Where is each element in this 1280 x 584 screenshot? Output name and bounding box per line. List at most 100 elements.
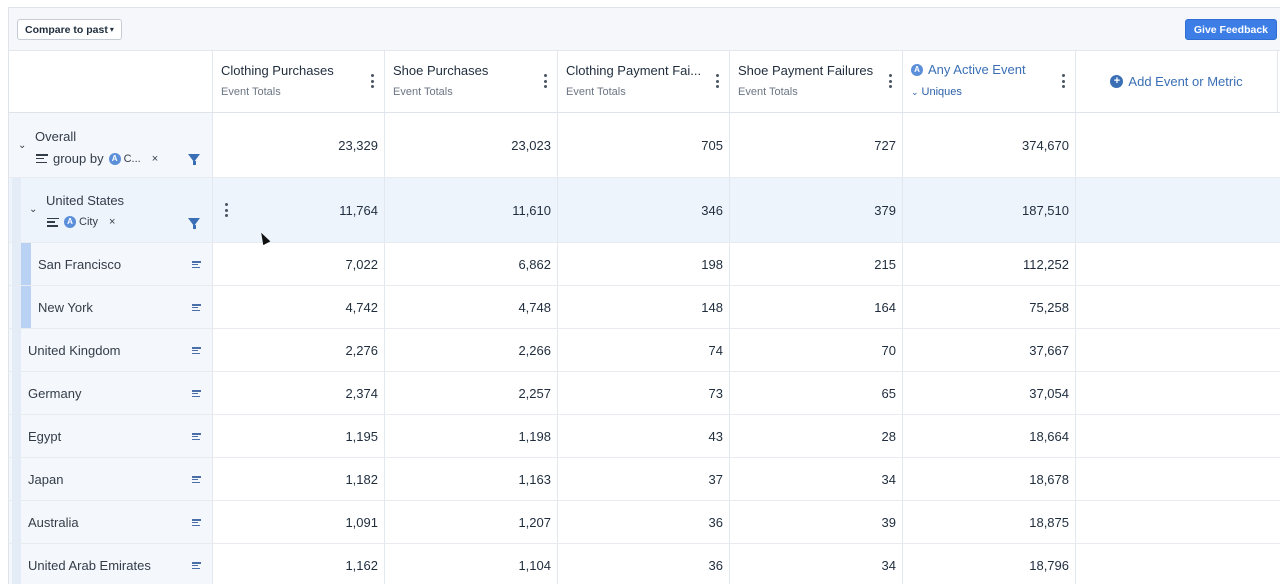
- value-cell: 164: [729, 286, 902, 328]
- cell-value: 1,207: [518, 515, 551, 530]
- kebab-menu-icon[interactable]: [223, 203, 229, 217]
- table-row-united-states: ⌄ United States A City × 11,764 11,610 3…: [9, 178, 1280, 243]
- cell-value: 11,610: [512, 203, 551, 218]
- group-by-icon[interactable]: [192, 390, 201, 397]
- close-icon[interactable]: ×: [151, 152, 159, 165]
- group-by-icon[interactable]: [192, 304, 201, 311]
- group-by-control[interactable]: A City ×: [47, 216, 115, 228]
- filter-icon[interactable]: [188, 154, 200, 165]
- row-label: Egypt: [28, 429, 62, 444]
- value-cell: 37,054: [902, 372, 1075, 414]
- row-label-cell: New York: [9, 286, 212, 328]
- row-label: United States: [46, 193, 125, 208]
- group-by-icon: [36, 154, 48, 163]
- value-cell: 28: [729, 415, 902, 457]
- kebab-menu-icon[interactable]: [886, 73, 894, 89]
- table-row: Japan 1,182 1,163 37 34 18,678: [9, 458, 1280, 501]
- cell-value: 1,162: [345, 558, 378, 573]
- metric-type-dropdown[interactable]: ⌄ Uniques: [911, 86, 962, 98]
- cell-value: 18,875: [1029, 515, 1069, 530]
- cell-value: 34: [881, 558, 896, 573]
- group-by-icon[interactable]: [192, 519, 201, 526]
- cell-value: 65: [881, 386, 896, 401]
- cell-value: 379: [874, 203, 896, 218]
- group-by-icon[interactable]: [192, 347, 201, 354]
- row-label-cell: ⌄ Overall group by A C... ×: [9, 113, 212, 177]
- kebab-menu-icon[interactable]: [713, 73, 721, 89]
- row-label: Japan: [28, 472, 64, 487]
- empty-cell: [1075, 286, 1280, 328]
- column-title: Clothing Payment Fai...: [566, 63, 702, 78]
- chevron-down-icon: ▾: [109, 25, 114, 34]
- compare-to-past-button[interactable]: Compare to past ▾: [17, 19, 122, 40]
- row-label: United Kingdom: [28, 343, 121, 358]
- value-cell: 18,796: [902, 544, 1075, 584]
- column-header-clothing-payment-failures[interactable]: Clothing Payment Fai... Event Totals: [557, 51, 729, 112]
- column-header-any-active-event[interactable]: A Any Active Event ⌄ Uniques: [902, 51, 1075, 112]
- group-by-chip[interactable]: A City: [64, 216, 98, 228]
- chip-label: City: [79, 216, 98, 228]
- kebab-menu-icon[interactable]: [1059, 73, 1067, 89]
- row-label-cell: ⌄ United States A City ×: [9, 178, 212, 242]
- column-header-shoe-purchases[interactable]: Shoe Purchases Event Totals: [384, 51, 557, 112]
- cell-value: 727: [874, 138, 896, 153]
- row-label: United Arab Emirates: [28, 558, 151, 573]
- row-label: New York: [38, 300, 93, 315]
- kebab-menu-icon[interactable]: [541, 73, 549, 89]
- chevron-down-icon[interactable]: ⌄: [18, 140, 27, 151]
- empty-cell: [1075, 113, 1280, 177]
- cell-value: 70: [881, 343, 896, 358]
- add-event-or-metric-button[interactable]: + Add Event or Metric: [1076, 51, 1277, 112]
- cell-value: 2,374: [345, 386, 378, 401]
- level-indicator: [12, 372, 21, 414]
- cell-value: 215: [874, 257, 896, 272]
- value-cell: 74: [557, 329, 729, 371]
- table-row: United Arab Emirates 1,162 1,104 36 34 1…: [9, 544, 1280, 584]
- value-cell: 37,667: [902, 329, 1075, 371]
- value-cell: 112,252: [902, 243, 1075, 285]
- value-cell: 18,664: [902, 415, 1075, 457]
- kebab-menu-icon[interactable]: [368, 73, 376, 89]
- value-cell: 73: [557, 372, 729, 414]
- cell-value: 164: [874, 300, 896, 315]
- cell-value: 4,748: [518, 300, 551, 315]
- value-cell: 34: [729, 544, 902, 584]
- value-cell: 187,510: [902, 178, 1075, 242]
- column-header-shoe-payment-failures[interactable]: Shoe Payment Failures Event Totals: [729, 51, 902, 112]
- group-by-icon[interactable]: [192, 562, 201, 569]
- value-cell: 705: [557, 113, 729, 177]
- empty-cell: [1075, 178, 1280, 242]
- cell-value: 23,023: [511, 138, 551, 153]
- cell-value: 11,764: [339, 203, 378, 218]
- cell-value: 1,104: [518, 558, 551, 573]
- group-by-icon[interactable]: [192, 433, 201, 440]
- cell-value: 18,678: [1029, 472, 1069, 487]
- group-by-icon[interactable]: [192, 261, 201, 268]
- value-cell: 23,023: [384, 113, 557, 177]
- value-cell: 7,022: [212, 243, 384, 285]
- cell-value: 18,796: [1029, 558, 1069, 573]
- empty-cell: [1075, 372, 1280, 414]
- cell-value: 148: [701, 300, 723, 315]
- empty-cell: [1075, 544, 1280, 584]
- value-cell: 1,091: [212, 501, 384, 543]
- filter-icon[interactable]: [188, 218, 200, 229]
- chevron-down-icon[interactable]: ⌄: [29, 204, 38, 215]
- give-feedback-button[interactable]: Give Feedback: [1184, 19, 1277, 40]
- row-label-cell: San Francisco: [9, 243, 212, 285]
- group-by-control[interactable]: group by A C... ×: [36, 151, 158, 166]
- value-cell: 43: [557, 415, 729, 457]
- close-icon[interactable]: ×: [108, 216, 116, 228]
- group-by-chip[interactable]: A C...: [108, 152, 141, 165]
- cell-value: 6,862: [518, 257, 551, 272]
- value-cell: 727: [729, 113, 902, 177]
- cell-value: 34: [881, 472, 896, 487]
- column-subtitle: Event Totals: [738, 86, 798, 98]
- compare-label: Compare to past: [25, 23, 108, 36]
- table-row: San Francisco 7,022 6,862 198 215 112,25…: [9, 243, 1280, 286]
- group-by-icon[interactable]: [192, 476, 201, 483]
- column-header-clothing-purchases[interactable]: Clothing Purchases Event Totals: [212, 51, 384, 112]
- empty-cell: [1075, 415, 1280, 457]
- table-row: New York 4,742 4,748 148 164 75,258: [9, 286, 1280, 329]
- row-label-cell: Japan: [9, 458, 212, 500]
